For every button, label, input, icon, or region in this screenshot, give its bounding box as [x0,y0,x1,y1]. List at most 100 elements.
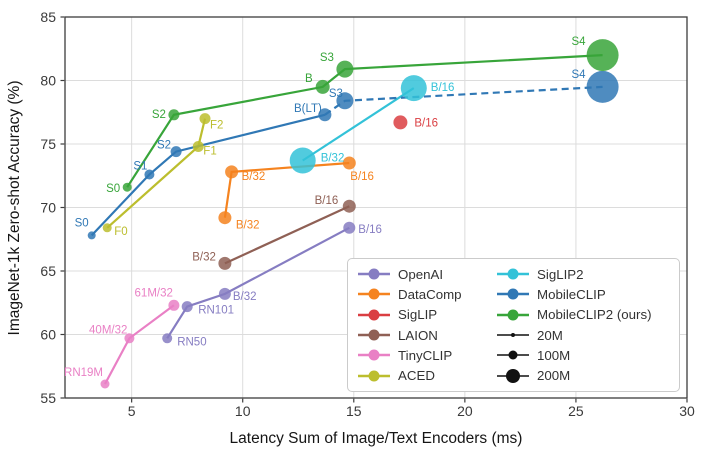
legend-label: OpenAI [398,266,444,282]
legend-label: MobileCLIP [537,286,606,302]
legend-marker-icon [497,288,529,300]
legend-label: LAION [398,327,438,343]
point-label-mobileclip: B(LT) [294,103,322,115]
x-tick-label: 5 [128,403,136,419]
point-label-siglip: B/16 [414,117,438,129]
point-mobileclip-s0 [87,231,96,240]
point-laion-b-32 [218,256,232,270]
point-aced-f2 [199,113,211,125]
legend-label: SigLIP2 [537,266,584,282]
point-siglip2-b-16 [400,75,427,102]
point-label-mobileclip2-ours-: B [305,73,313,85]
legend-column-2: SigLIP2 MobileCLIP MobileCLIP2 (ours) 20M 10… [496,264,679,386]
legend-label: MobileCLIP2 (ours) [537,307,652,323]
legend-marker-icon [358,349,390,361]
point-tinyclip-40m-32 [124,333,135,344]
point-label-mobileclip2-ours-: S4 [572,36,587,48]
point-label-datacomp: B/32 [242,171,266,183]
y-tick-label: 55 [40,390,56,406]
point-annotations: RN50 RN101 B/32 B/16 B/32 B/32 B/16 B/16 B/32 B/1… [64,36,586,379]
legend-label: SigLIP [398,307,438,323]
point-label-tinyclip: 40M/32 [89,324,127,336]
legend-label: DataComp [398,286,462,302]
point-mobileclip-s3 [336,92,354,110]
point-label-mobileclip2-ours-: S0 [106,183,120,195]
legend-item-datacomp: DataComp [357,284,496,304]
x-tick-label: 30 [679,403,695,419]
point-mobileclip2-ours--s0 [122,182,132,192]
point-openai-rn101 [181,301,193,313]
legend-item-siglip: SigLIP [357,305,496,325]
y-tick-label: 60 [40,326,56,342]
legend-label: 20M [537,327,563,343]
legend-marker-icon [358,268,390,280]
point-mobileclip2-ours--s4 [586,39,619,72]
legend-marker-icon [497,268,529,280]
series-line-openai [166,226,350,339]
point-siglip-b-16 [393,115,408,130]
legend-marker-icon [358,309,390,321]
point-laion-b-16 [342,199,356,213]
point-mobileclip-s2 [170,146,182,158]
x-tick-label: 15 [346,403,362,419]
point-label-tinyclip: RN19M [64,367,103,379]
point-label-mobileclip: S0 [75,217,89,229]
point-label-mobileclip2-ours-: S2 [152,109,166,121]
series-line-siglip2 [302,87,415,162]
point-label-siglip2: B/32 [321,153,345,165]
point-siglip2-b-32 [289,147,316,174]
x-axis-label: Latency Sum of Image/Text Encoders (ms) [229,430,523,447]
point-openai-b-16 [343,221,356,234]
point-label-mobileclip: S4 [572,69,587,81]
series-line-laion [224,205,350,265]
point-openai-rn50 [162,333,173,344]
point-label-openai: B/32 [233,291,257,303]
legend-label: TinyCLIP [398,347,453,363]
point-label-datacomp: B/32 [236,220,260,232]
legend-marker-icon [497,333,529,338]
legend-item-20m: 20M [496,325,679,345]
point-label-mobileclip: S3 [329,88,343,100]
point-label-mobileclip2-ours-: S3 [320,52,334,64]
point-mobileclip2-ours--b [315,79,330,94]
legend-marker-icon [497,350,529,360]
legend-item-100m: 100M [496,345,679,365]
point-datacomp-b-32 [218,211,232,225]
point-label-siglip2: B/16 [431,82,455,94]
point-aced-f1 [192,141,204,152]
series-line-mobileclip [324,85,603,116]
point-aced-f0 [102,223,112,233]
point-label-mobileclip: S1 [133,161,147,173]
y-tick-label: 85 [40,9,56,25]
x-tick-label: 10 [235,403,251,419]
point-datacomp-b-32 [225,165,239,179]
legend-item-mobileclip2-ours-: MobileCLIP2 (ours) [496,305,679,325]
point-label-openai: B/16 [358,224,382,236]
x-tick-label: 20 [457,403,473,419]
y-tick-label: 70 [40,199,56,215]
point-label-laion: B/32 [192,251,216,263]
axis-ticks: 5 10 15 20 25 30 55 60 65 70 75 80 85 [40,9,695,419]
legend-item-200m: 200M [496,366,679,386]
legend-item-aced: ACED [357,366,496,386]
point-datacomp-b-16 [342,156,356,170]
point-label-laion: B/16 [315,195,339,207]
legend-marker-icon [358,288,390,300]
point-label-datacomp: B/16 [350,171,374,183]
series-line-mobileclip [90,113,326,237]
legend-item-openai: OpenAI [357,264,496,284]
point-openai-b-32 [218,287,231,300]
point-label-openai: RN101 [198,305,234,317]
point-tinyclip-61m-32 [168,299,180,311]
legend-marker-icon [497,309,529,321]
point-label-openai: RN50 [177,336,206,348]
y-tick-label: 80 [40,72,56,88]
point-label-aced: F0 [114,226,127,238]
point-tinyclip-rn19m [100,379,110,389]
legend-label: 100M [537,347,571,363]
legend-item-tinyclip: TinyCLIP [357,345,496,365]
legend-label: 200M [537,368,571,384]
point-label-tinyclip: 61M/32 [135,287,173,299]
